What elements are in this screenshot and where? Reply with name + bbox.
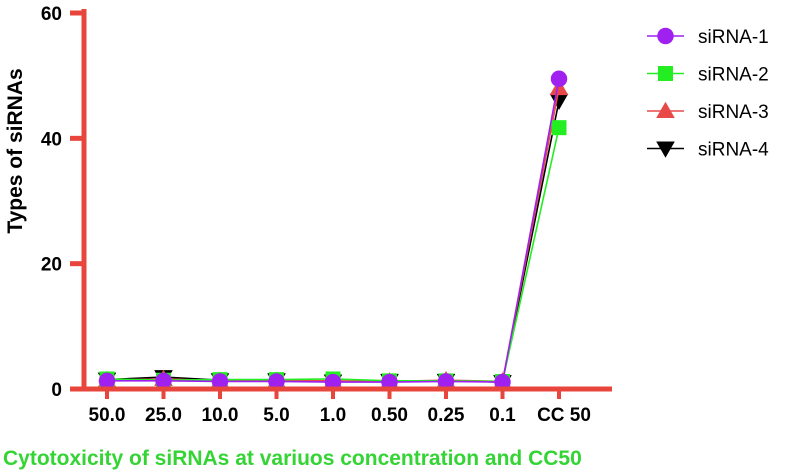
x-tick-label: 0.50 [371,405,408,426]
legend-label: siRNA-2 [698,65,769,86]
y-tick-label: 20 [41,255,62,276]
x-tick-label: CC 50 [537,405,591,426]
series-line [107,78,560,383]
y-tick-label: 40 [41,129,62,150]
legend-marker [656,101,675,118]
legend-label: siRNA-4 [698,140,769,161]
legend: siRNA-1 siRNA-2 siRNA-3 siRNA-4 [647,27,769,161]
series-sirna-3 [97,78,569,389]
x-axis-title: Cytotoxicity of siRNAs at variuos concen… [3,447,582,470]
y-tick-label: 0 [51,380,62,401]
data-point [549,93,569,111]
series-line [106,127,560,383]
y-tick-label: 60 [41,4,62,25]
data-point [381,373,398,391]
x-tick-label: 0.1 [489,405,516,426]
x-tick-label: 5.0 [263,405,289,426]
data-point [551,120,567,136]
series-line [106,100,560,383]
legend-marker [658,66,673,81]
legend-label: siRNA-1 [698,27,769,48]
data-point [494,373,511,391]
legend-label: siRNA-3 [698,102,769,123]
legend-marker [657,27,674,45]
data-point [550,70,568,88]
series-line [106,88,560,383]
y-axis-title: Types of siRNAs [4,68,27,233]
data-point [211,373,229,390]
series-sirna-1 [98,70,568,391]
legend-marker [656,141,675,158]
legend-entry: siRNA-3 [647,101,769,123]
legend-entry: siRNA-2 [647,65,769,86]
legend-entry: siRNA-4 [647,140,769,161]
legend-entry: siRNA-1 [647,27,769,48]
data-point [268,373,285,390]
data-point [98,372,116,390]
data-point [437,373,455,390]
x-tick-label: 1.0 [320,405,346,426]
data-point [324,373,342,391]
series-sirna-2 [99,120,567,389]
data-point [155,372,172,390]
x-tick-label: 25.0 [145,405,182,426]
x-tick-label: 50.0 [89,405,126,426]
series-sirna-4 [97,93,569,392]
x-tick-label: 10.0 [202,405,239,426]
x-tick-label: 0.25 [428,405,465,426]
